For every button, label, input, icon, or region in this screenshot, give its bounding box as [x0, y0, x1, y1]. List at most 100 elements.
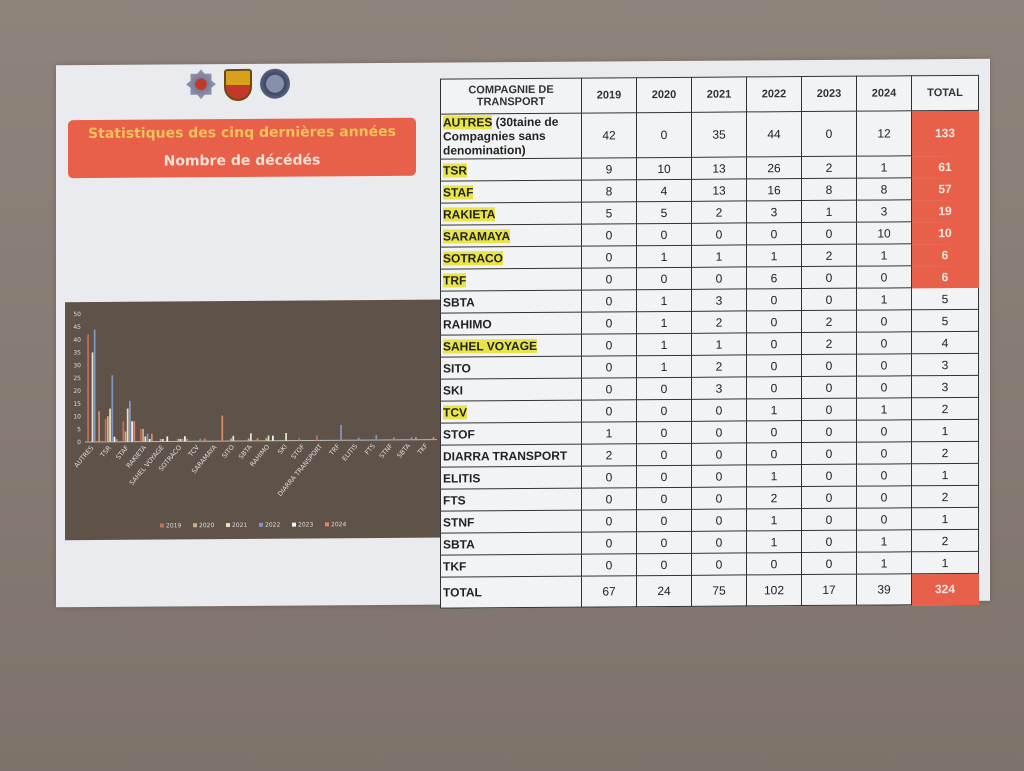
year-value: 0: [691, 552, 747, 576]
year-value: 1: [856, 397, 912, 421]
year-value: 0: [581, 289, 637, 313]
bar-2024: [415, 437, 417, 440]
year-value: 2: [691, 354, 747, 378]
year-value: 8: [801, 178, 857, 201]
year-value: 0: [691, 486, 747, 510]
year-value: 0: [691, 530, 747, 554]
year-value: 0: [636, 421, 692, 444]
year-value: 26: [746, 156, 802, 179]
bar-2022: [181, 438, 184, 442]
year-value: 67: [581, 575, 637, 608]
x-tick-label: TCV: [186, 443, 201, 459]
year-value: 0: [856, 375, 912, 399]
column-header: 2022: [746, 76, 802, 112]
company-name: TRF: [440, 268, 582, 292]
year-value: 0: [581, 311, 637, 335]
company-label: STNF: [443, 514, 475, 530]
year-value: 2: [746, 486, 802, 509]
year-value: 1: [636, 289, 692, 312]
y-tick-label: 50: [73, 311, 81, 318]
bar-2019: [316, 435, 318, 441]
year-value: 0: [856, 419, 912, 443]
year-value: 2: [801, 310, 857, 333]
company-label: TRF: [443, 272, 467, 288]
year-value: 0: [801, 508, 857, 531]
slide-title: Statistiques des cinq dernières années: [88, 123, 396, 143]
company-name: STOF: [440, 422, 582, 446]
row-total: 6: [911, 265, 979, 288]
table-row: TOTAL 67 24 75 102 17 39 324: [440, 573, 979, 609]
bar-2023: [113, 436, 116, 442]
company-label: TKF: [443, 558, 467, 574]
bar-2023: [184, 436, 186, 442]
year-value: 0: [856, 485, 912, 509]
x-tick-label: TSR: [98, 444, 113, 460]
year-value: 0: [636, 112, 692, 158]
company-label: STOF: [443, 426, 475, 442]
year-value: 5: [636, 201, 692, 224]
year-value: 0: [581, 465, 637, 489]
year-value: 75: [691, 574, 747, 607]
company-label: SARAMAYA: [443, 228, 511, 244]
y-tick-label: 5: [77, 426, 81, 433]
year-value: 0: [801, 442, 857, 465]
slide-subtitle: Nombre de décédés: [163, 152, 321, 170]
logos: [186, 68, 290, 102]
company-name: SITO: [440, 356, 582, 380]
x-axis: [85, 439, 437, 443]
x-tick-label: SITO: [220, 443, 236, 460]
police-emblem-logo: [186, 69, 216, 99]
x-tick-label: AUTRES: [73, 444, 96, 469]
company-label: SAHEL VOYAGE: [443, 338, 538, 354]
x-tick-label: STNF: [378, 442, 395, 460]
bar-2022: [393, 437, 395, 440]
bar-2019: [140, 428, 142, 442]
year-value: 1: [856, 155, 912, 179]
company-label: TCV: [443, 404, 467, 420]
year-value: 1: [691, 332, 747, 356]
company-label: SOTRACO: [443, 250, 503, 266]
year-value: 0: [746, 288, 802, 311]
bar-2022: [340, 424, 342, 441]
year-value: 0: [856, 265, 912, 289]
year-value: 0: [746, 376, 802, 399]
year-value: 0: [636, 267, 692, 290]
row-total: 57: [911, 177, 979, 200]
bar-2021: [109, 408, 111, 442]
legend-label: 2022: [265, 522, 280, 529]
company-label: RAKIETA: [443, 206, 496, 222]
year-value: 0: [581, 267, 637, 291]
year-value: 13: [691, 178, 747, 202]
bar-2024: [256, 438, 259, 441]
year-value: 0: [856, 507, 912, 531]
row-total: 1: [911, 507, 979, 530]
year-value: 1: [746, 530, 802, 553]
year-value: 0: [801, 288, 857, 311]
company-name: TOTAL: [440, 576, 582, 609]
bar-chart: 0 5 10 15 20 25 30 35 40 45 50 AUTRES TSR STAF RAKIETA…: [65, 299, 447, 541]
year-value: 0: [636, 509, 692, 532]
company-label: DIARRA TRANSPORT: [443, 448, 568, 464]
company-name: SOTRACO: [440, 246, 582, 270]
stats-table: COMPAGNIE DE TRANSPORT 2019 2020 2021 2022 20…: [440, 74, 979, 609]
year-value: 1: [856, 551, 912, 575]
year-value: 10: [636, 157, 692, 180]
company-label: AUTRES: [443, 115, 493, 130]
y-tick-label: 0: [77, 439, 81, 446]
year-value: 1: [636, 245, 692, 268]
year-value: 0: [691, 464, 747, 488]
year-value: 0: [636, 553, 692, 576]
y-tick-label: 45: [73, 324, 81, 331]
legend-swatch: [193, 523, 197, 528]
bar-2021: [126, 408, 129, 442]
bar-2021: [267, 435, 270, 441]
bar-2020: [124, 431, 127, 442]
year-value: 1: [691, 244, 747, 268]
year-value: 0: [581, 333, 637, 357]
year-value: 1: [636, 311, 692, 334]
year-value: 1: [746, 398, 802, 421]
year-value: 44: [746, 111, 802, 157]
bar-2019: [298, 437, 301, 441]
bar-2020: [159, 438, 162, 442]
year-value: 1: [801, 200, 857, 223]
